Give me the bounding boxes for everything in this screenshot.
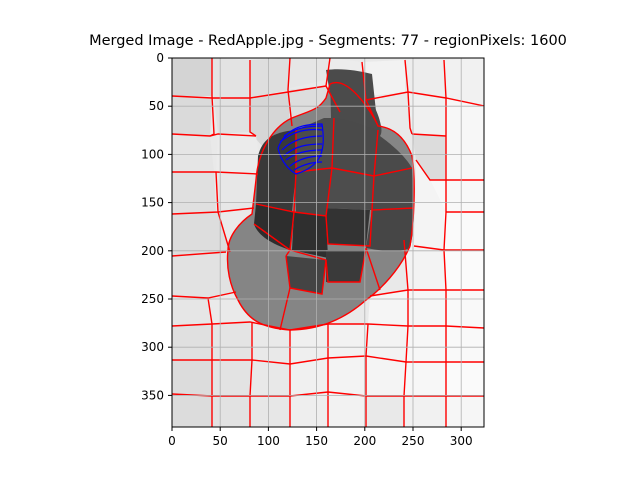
segment (324, 208, 370, 246)
segment (172, 296, 212, 326)
segmented-image (172, 58, 484, 427)
y-tick-label: 350 (141, 388, 164, 402)
segment (366, 324, 408, 362)
y-tick-label: 150 (141, 196, 164, 210)
x-tick-label: 150 (305, 434, 328, 448)
segment (446, 362, 484, 396)
y-tick-label: 50 (149, 99, 164, 113)
segment (290, 358, 328, 396)
highlighted-region (277, 123, 324, 175)
segment (326, 168, 374, 210)
segment (172, 360, 212, 396)
segment (328, 392, 366, 427)
segment (294, 168, 332, 216)
segment (252, 322, 290, 364)
segment (446, 326, 484, 362)
segment (406, 326, 446, 362)
y-tick-label: 0 (156, 51, 164, 65)
x-tick-label: 200 (353, 434, 376, 448)
segment (290, 58, 330, 88)
y-tick-label: 100 (141, 147, 164, 161)
segment (212, 396, 250, 427)
tick-marks (168, 57, 462, 431)
segment (292, 212, 328, 258)
segment (405, 60, 444, 98)
segment (404, 362, 446, 396)
segment (286, 256, 326, 294)
x-tick-label: 250 (402, 434, 425, 448)
segment (366, 208, 414, 251)
segment (172, 172, 216, 214)
segment (414, 160, 446, 250)
segment (212, 322, 252, 360)
segment (290, 392, 328, 427)
y-axis-tick-labels: 0 50 100 150 200 250 300 350 (141, 51, 164, 402)
segment (256, 130, 296, 212)
x-tick-label: 300 (450, 434, 473, 448)
x-tick-label: 100 (257, 434, 280, 448)
segment (172, 134, 214, 172)
segment (430, 180, 484, 212)
segment (328, 324, 368, 358)
segment (250, 396, 290, 427)
segment (446, 396, 484, 427)
segment (446, 98, 484, 180)
segment (444, 58, 484, 106)
segment (366, 396, 404, 427)
segment (408, 290, 446, 326)
x-tick-label: 0 (168, 434, 176, 448)
segment (212, 360, 252, 396)
segment (250, 360, 290, 396)
segment (216, 172, 258, 212)
segment (214, 98, 250, 134)
segment (408, 92, 446, 136)
y-tick-label: 300 (141, 340, 164, 354)
segment (366, 356, 406, 396)
segment (172, 96, 212, 136)
segment (172, 58, 212, 96)
axes-frame (171, 57, 485, 428)
segment (172, 324, 212, 360)
x-axis-tick-labels: 0 50 100 150 200 250 300 (168, 434, 472, 448)
segment (254, 204, 294, 250)
segment (328, 356, 366, 396)
figure-title: Merged Image - RedApple.jpg - Segments: … (89, 33, 567, 49)
segment (172, 212, 230, 256)
segment (172, 394, 212, 427)
y-tick-label: 200 (141, 244, 164, 258)
segment (446, 290, 484, 328)
segment (444, 250, 484, 290)
segment (212, 58, 250, 100)
segment (404, 396, 446, 427)
segment (250, 58, 290, 98)
segment (444, 212, 484, 250)
segment (326, 250, 366, 282)
y-tick-label: 250 (141, 292, 164, 306)
segment-boundaries (172, 58, 484, 427)
segment (290, 324, 328, 364)
segment (412, 134, 446, 180)
x-tick-label: 50 (213, 434, 228, 448)
segment (172, 252, 236, 298)
segment (404, 240, 446, 290)
